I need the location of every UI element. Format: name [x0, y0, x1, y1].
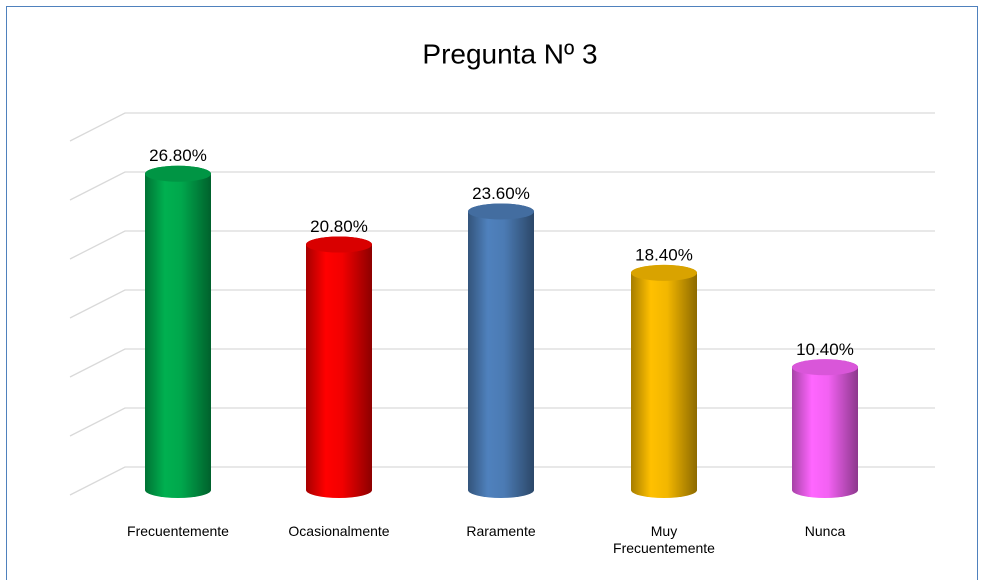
bar-shade	[145, 165, 211, 498]
bar-top	[631, 264, 697, 281]
x-tick-label: Raramente	[466, 523, 536, 539]
x-tick-label: Muy Frecuentemente	[613, 523, 715, 556]
bar-top	[145, 165, 211, 182]
grid-line	[69, 112, 935, 142]
grid-line	[69, 230, 935, 260]
grid-line	[69, 171, 935, 201]
bar-shade	[306, 236, 372, 498]
bar-top-shade	[631, 264, 697, 281]
value-label: 18.40%	[635, 245, 693, 264]
bar-top	[792, 359, 858, 376]
bar-shade	[792, 359, 858, 498]
value-label: 23.60%	[472, 184, 530, 203]
bar-shade	[468, 203, 534, 498]
bar-top	[468, 203, 534, 220]
chart-title: Pregunta Nº 3	[422, 38, 597, 69]
x-tick-label: Nunca	[804, 523, 846, 539]
x-tick-label: Frecuentemente	[127, 523, 229, 539]
bar-shade	[631, 264, 697, 498]
value-label: 10.40%	[796, 340, 854, 359]
value-label: 20.80%	[310, 217, 368, 236]
chart-frame	[6, 6, 978, 580]
value-label: 26.80%	[149, 146, 207, 165]
bar-top-shade	[468, 203, 534, 220]
bar-top-shade	[145, 165, 211, 182]
bar-top-shade	[306, 236, 372, 253]
x-tick-label: Ocasionalmente	[288, 523, 390, 539]
bar-top-shade	[792, 359, 858, 376]
bar-top	[306, 236, 372, 253]
